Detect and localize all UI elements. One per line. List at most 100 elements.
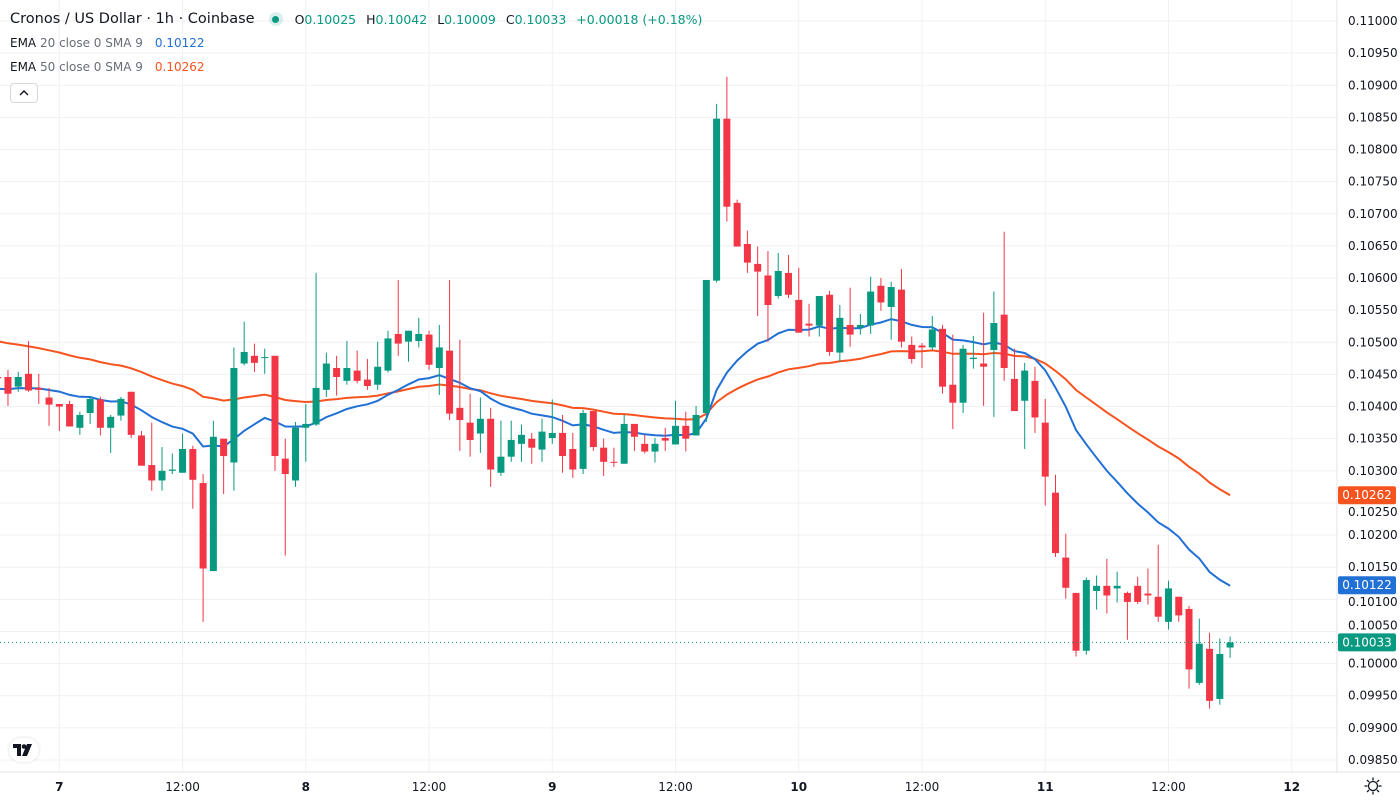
price-tick-label: 0.09950 [1348,689,1398,703]
candle-down [4,369,12,406]
candle-down [66,400,74,427]
price-badge-ema20: 0.10122 [1338,576,1396,595]
candle-body [343,368,351,381]
candle-body [250,355,258,363]
candle-up [548,399,556,444]
collapse-legend-button[interactable] [10,83,38,103]
indicator-name: EMA [10,36,37,50]
candle-body [877,285,885,303]
candle-up [815,296,823,337]
price-badge-label: 0.10262 [1342,488,1392,502]
candle-down [877,278,885,311]
indicator-ema20[interactable]: EMA 20 close 0 SMA 9 0.10122 [10,31,708,55]
indicator-value: 0.10122 [154,36,205,50]
candles [0,76,1234,709]
candle-up [507,420,515,462]
candle-down [1134,576,1142,604]
candle-up [538,418,546,462]
candle-body [384,338,392,371]
candle-down [271,355,279,471]
candle-up [672,400,680,445]
candle-down [1175,596,1183,622]
change-value: +0.00018 (+0.18%) [576,11,703,27]
candle-down [446,279,454,421]
candle-body [240,351,248,364]
candle-up [302,403,310,462]
time-axis-labels[interactable]: 7 12:00 8 12:00 9 12:00 10 12:00 11 12:00 12 [55,780,1300,794]
candle-up [702,279,710,422]
tradingview-logo-icon [13,744,32,756]
ema50-layer [0,340,1231,497]
candle-down [1123,591,1131,640]
candle-body [661,438,669,441]
candle-body [302,423,310,428]
candle-body [14,377,22,387]
candle-body [826,294,834,352]
price-axis[interactable] [1337,0,1400,800]
tradingview-logo[interactable] [9,738,39,762]
price-tick-label: 0.10850 [1348,110,1398,124]
candle-body [784,272,792,295]
ema50-line [0,340,1231,497]
candle-up [1195,618,1203,685]
candle-down [682,411,690,452]
indicator-ema50[interactable]: EMA 50 close 0 SMA 9 0.10262 [10,55,708,79]
candle-up [168,453,176,475]
candle-body [692,414,700,436]
price-tick-label: 0.10300 [1348,464,1398,478]
candle-down [661,427,669,451]
price-badge-last: 0.10033 [1338,633,1396,652]
candle-up [692,405,700,436]
candle-down [939,324,947,394]
close-value: 0.10033 [514,11,567,27]
price-tick-label: 0.10100 [1348,595,1398,609]
price-tick-label: 0.09850 [1348,753,1398,767]
candle-down [908,336,916,364]
price-tick-label: 0.10150 [1348,560,1398,574]
candle-body [497,456,505,473]
candle-body [435,347,443,369]
candle-body [1164,588,1172,622]
candle-down [189,445,197,509]
settings-gear-icon[interactable] [1363,776,1383,796]
time-tick-label: 10 [790,780,807,794]
price-axis-labels: 0.11000 0.10950 0.10900 0.10850 0.10800 0.107… [1348,14,1398,767]
candle-down [148,422,156,491]
candle-body [107,416,115,428]
candle-body [148,465,156,481]
candle-up [856,314,864,335]
candle-up [990,291,998,417]
candle-body [754,263,762,272]
price-tick-label: 0.10550 [1348,303,1398,317]
candle-body [969,357,977,360]
candle-down [127,391,135,439]
candle-body [333,368,341,378]
candle-up [651,438,659,463]
candle-body [158,470,166,481]
candle-body [281,458,289,475]
candle-body [918,345,926,348]
candle-down [96,396,104,436]
symbol-title[interactable]: Cronos / US Dollar · 1h · Coinbase [10,11,255,27]
candle-body [230,368,238,463]
candle-up [76,411,84,435]
candle-down [333,355,341,396]
candle-up [240,321,248,366]
candle-down [1206,632,1214,709]
candle-body [199,483,207,569]
candle-body [25,373,33,391]
candle-body [476,418,484,434]
candle-body [856,324,864,328]
candle-up [1226,636,1234,658]
candle-down [199,474,207,622]
candle-body [651,443,659,452]
candle-up [774,252,782,299]
candle-body [466,422,474,440]
candle-body [836,317,844,353]
candle-down [826,290,834,356]
candle-up [179,433,187,473]
candle-body [908,344,916,360]
candle-body [261,357,269,359]
candle-up [117,396,125,421]
